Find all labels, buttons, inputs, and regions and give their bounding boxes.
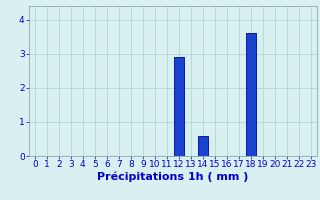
Bar — [246, 33, 256, 156]
Bar — [198, 136, 208, 156]
Bar — [174, 57, 184, 156]
X-axis label: Précipitations 1h ( mm ): Précipitations 1h ( mm ) — [97, 172, 249, 182]
